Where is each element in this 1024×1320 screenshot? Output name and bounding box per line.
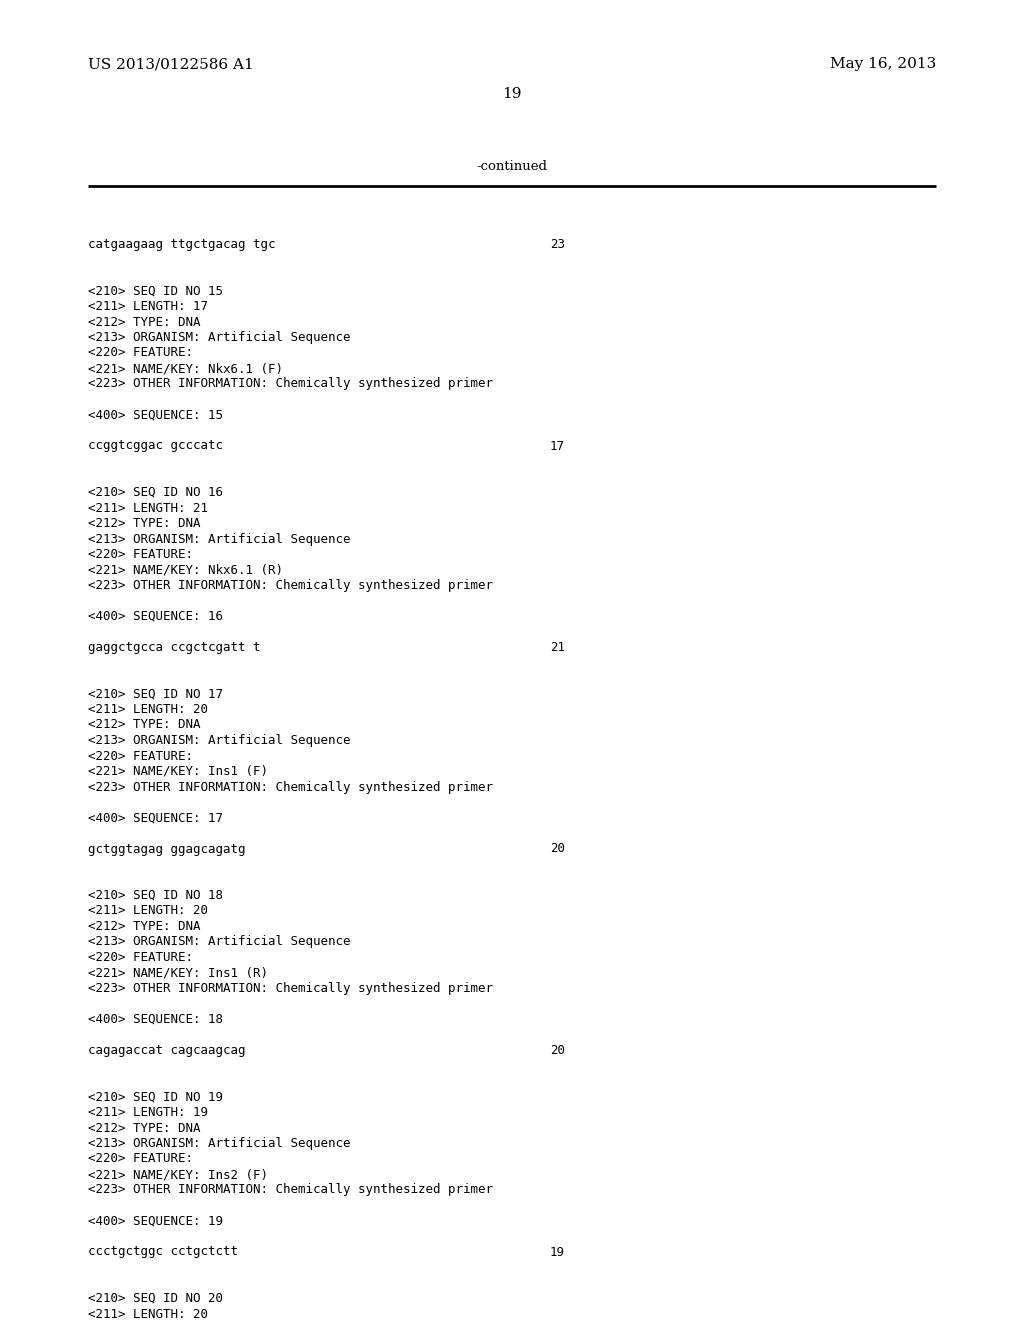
Text: US 2013/0122586 A1: US 2013/0122586 A1 [88,57,254,71]
Text: <211> LENGTH: 21: <211> LENGTH: 21 [88,502,208,515]
Text: <210> SEQ ID NO 17: <210> SEQ ID NO 17 [88,688,223,701]
Text: <213> ORGANISM: Artificial Sequence: <213> ORGANISM: Artificial Sequence [88,1137,350,1150]
Text: <221> NAME/KEY: Nkx6.1 (F): <221> NAME/KEY: Nkx6.1 (F) [88,362,283,375]
Text: May 16, 2013: May 16, 2013 [829,57,936,71]
Text: <220> FEATURE:: <220> FEATURE: [88,750,193,763]
Text: catgaagaag ttgctgacag tgc: catgaagaag ttgctgacag tgc [88,238,275,251]
Text: <223> OTHER INFORMATION: Chemically synthesized primer: <223> OTHER INFORMATION: Chemically synt… [88,982,493,995]
Text: <223> OTHER INFORMATION: Chemically synthesized primer: <223> OTHER INFORMATION: Chemically synt… [88,378,493,391]
Text: 20: 20 [550,842,565,855]
Text: <213> ORGANISM: Artificial Sequence: <213> ORGANISM: Artificial Sequence [88,532,350,545]
Text: 21: 21 [550,642,565,653]
Text: -continued: -continued [476,160,548,173]
Text: gctggtagag ggagcagatg: gctggtagag ggagcagatg [88,842,246,855]
Text: <212> TYPE: DNA: <212> TYPE: DNA [88,1122,201,1134]
Text: <210> SEQ ID NO 16: <210> SEQ ID NO 16 [88,486,223,499]
Text: <210> SEQ ID NO 18: <210> SEQ ID NO 18 [88,888,223,902]
Text: <221> NAME/KEY: Ins1 (R): <221> NAME/KEY: Ins1 (R) [88,966,268,979]
Text: <211> LENGTH: 20: <211> LENGTH: 20 [88,704,208,715]
Text: <212> TYPE: DNA: <212> TYPE: DNA [88,315,201,329]
Text: cagagaccat cagcaagcag: cagagaccat cagcaagcag [88,1044,246,1057]
Text: <220> FEATURE:: <220> FEATURE: [88,346,193,359]
Text: <223> OTHER INFORMATION: Chemically synthesized primer: <223> OTHER INFORMATION: Chemically synt… [88,1184,493,1196]
Text: ccctgctggc cctgctctt: ccctgctggc cctgctctt [88,1246,238,1258]
Text: <213> ORGANISM: Artificial Sequence: <213> ORGANISM: Artificial Sequence [88,734,350,747]
Text: <213> ORGANISM: Artificial Sequence: <213> ORGANISM: Artificial Sequence [88,331,350,345]
Text: <211> LENGTH: 19: <211> LENGTH: 19 [88,1106,208,1119]
Text: <211> LENGTH: 20: <211> LENGTH: 20 [88,1308,208,1320]
Text: 19: 19 [502,87,522,102]
Text: <213> ORGANISM: Artificial Sequence: <213> ORGANISM: Artificial Sequence [88,936,350,949]
Text: <210> SEQ ID NO 15: <210> SEQ ID NO 15 [88,285,223,297]
Text: <221> NAME/KEY: Ins1 (F): <221> NAME/KEY: Ins1 (F) [88,766,268,777]
Text: 20: 20 [550,1044,565,1057]
Text: <221> NAME/KEY: Nkx6.1 (R): <221> NAME/KEY: Nkx6.1 (R) [88,564,283,577]
Text: <400> SEQUENCE: 18: <400> SEQUENCE: 18 [88,1012,223,1026]
Text: gaggctgcca ccgctcgatt t: gaggctgcca ccgctcgatt t [88,642,260,653]
Text: <220> FEATURE:: <220> FEATURE: [88,1152,193,1166]
Text: <400> SEQUENCE: 19: <400> SEQUENCE: 19 [88,1214,223,1228]
Text: <221> NAME/KEY: Ins2 (F): <221> NAME/KEY: Ins2 (F) [88,1168,268,1181]
Text: 23: 23 [550,238,565,251]
Text: <223> OTHER INFORMATION: Chemically synthesized primer: <223> OTHER INFORMATION: Chemically synt… [88,780,493,793]
Text: <210> SEQ ID NO 19: <210> SEQ ID NO 19 [88,1090,223,1104]
Text: ccggtcggac gcccatc: ccggtcggac gcccatc [88,440,223,453]
Text: <220> FEATURE:: <220> FEATURE: [88,950,193,964]
Text: <220> FEATURE:: <220> FEATURE: [88,548,193,561]
Text: <210> SEQ ID NO 20: <210> SEQ ID NO 20 [88,1292,223,1305]
Text: 17: 17 [550,440,565,453]
Text: <212> TYPE: DNA: <212> TYPE: DNA [88,920,201,933]
Text: <400> SEQUENCE: 17: <400> SEQUENCE: 17 [88,812,223,825]
Text: <212> TYPE: DNA: <212> TYPE: DNA [88,517,201,531]
Text: <211> LENGTH: 20: <211> LENGTH: 20 [88,904,208,917]
Text: <223> OTHER INFORMATION: Chemically synthesized primer: <223> OTHER INFORMATION: Chemically synt… [88,579,493,591]
Text: <212> TYPE: DNA: <212> TYPE: DNA [88,718,201,731]
Text: <211> LENGTH: 17: <211> LENGTH: 17 [88,300,208,313]
Text: 19: 19 [550,1246,565,1258]
Text: <400> SEQUENCE: 16: <400> SEQUENCE: 16 [88,610,223,623]
Text: <400> SEQUENCE: 15: <400> SEQUENCE: 15 [88,408,223,421]
